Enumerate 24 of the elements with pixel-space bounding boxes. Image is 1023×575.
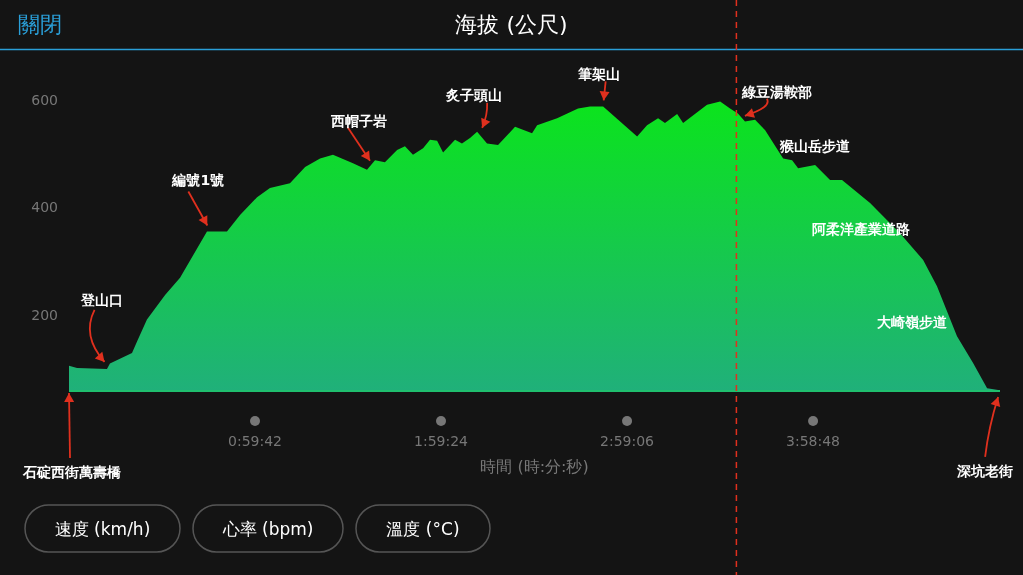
annotation: 大崎嶺步道 — [877, 314, 948, 331]
text: 溫度 (°C) — [386, 519, 460, 539]
annotation: 猴山岳步道 — [779, 137, 852, 154]
text: 心率 (bpm) — [221, 519, 314, 539]
annotation: 筆架山 — [576, 66, 620, 83]
annotation: 西帽子岩 — [329, 112, 387, 129]
x-axis-title: 時間 (時:分:秒) — [480, 457, 589, 476]
annotation: 編號1號 — [171, 171, 225, 188]
chart-title: 海拔 (公尺) — [455, 12, 568, 37]
text: 關閉 — [18, 12, 62, 37]
annotation: 綠豆湯鞍部 — [740, 83, 812, 100]
x-tick-label: 3:58:48 — [786, 433, 841, 449]
y-tick-label: 600 — [31, 92, 58, 108]
annotation: 炙子頭山 — [445, 86, 503, 103]
text: 速度 (km/h) — [54, 519, 151, 539]
x-tick-label: 1:59:24 — [414, 433, 469, 449]
y-tick-label: 400 — [31, 199, 58, 216]
annotation: 阿柔洋產業道路 — [811, 221, 910, 238]
annotation: 深坑老街 — [956, 462, 1014, 479]
annotation: 登山口 — [79, 291, 123, 308]
y-tick-label: 200 — [31, 306, 58, 323]
annotation: 石碇西街萬壽橋 — [22, 464, 122, 480]
x-tick-label: 0:59:42 — [228, 433, 283, 449]
x-tick-label: 2:59:06 — [600, 433, 655, 449]
